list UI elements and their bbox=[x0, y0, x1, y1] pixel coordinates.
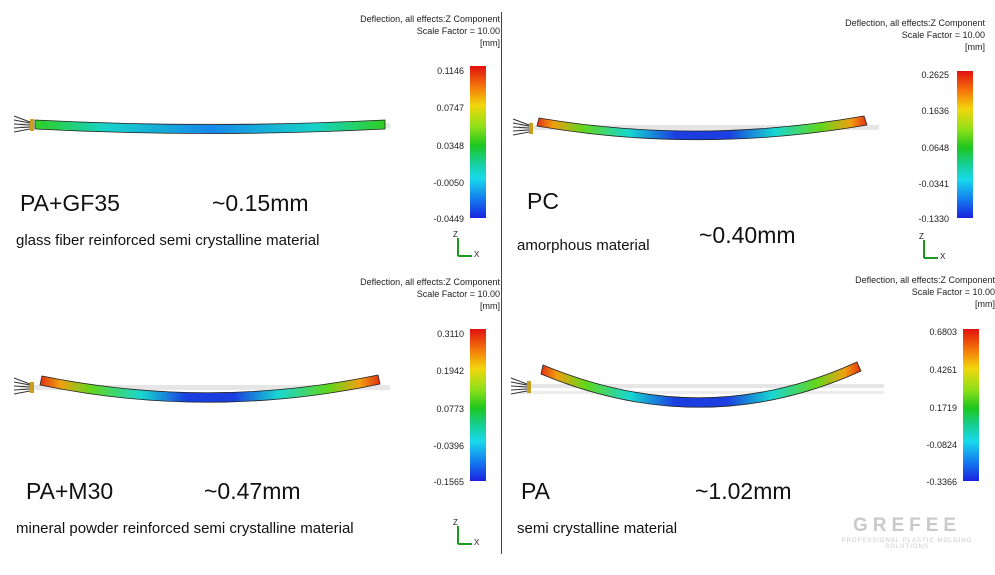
tick-label: 0.2625 bbox=[921, 70, 949, 80]
fixture-icon bbox=[510, 377, 528, 395]
legend-header: Deflection, all effects:Z Component Scal… bbox=[360, 14, 500, 48]
beam-pc bbox=[512, 115, 879, 141]
material-description: amorphous material bbox=[517, 237, 650, 254]
axis-triad-icon: Z X bbox=[919, 232, 946, 261]
tick-label: -0.1565 bbox=[433, 477, 464, 487]
tick-label: -0.1330 bbox=[918, 214, 949, 224]
panel-pa-m30: Deflection, all effects:Z Component Scal… bbox=[0, 270, 500, 557]
tick-label: 0.1146 bbox=[437, 66, 464, 76]
tick-label: -0.3366 bbox=[926, 477, 957, 487]
tick-label: 0.1942 bbox=[436, 366, 464, 376]
material-label: PA+M30 bbox=[26, 478, 114, 504]
tick-label: -0.0824 bbox=[926, 440, 957, 450]
tick-label: -0.0449 bbox=[433, 214, 464, 224]
deflection-value: ~0.15mm bbox=[212, 190, 309, 216]
tick-label: 0.6803 bbox=[929, 327, 957, 337]
tick-label: 0.0747 bbox=[436, 103, 464, 113]
legend-header: Deflection, all effects:Z Component Scal… bbox=[845, 18, 985, 52]
tick-label: 0.1719 bbox=[929, 403, 957, 413]
fixture-icon bbox=[13, 377, 31, 395]
tick-label: -0.0050 bbox=[433, 178, 464, 188]
tick-label: 0.0348 bbox=[436, 141, 464, 151]
deflection-value: ~0.40mm bbox=[699, 222, 796, 248]
material-description: glass fiber reinforced semi crystalline … bbox=[16, 232, 320, 249]
material-label: PA bbox=[521, 478, 550, 504]
beam-pa bbox=[510, 361, 884, 408]
color-scale-bar bbox=[470, 66, 486, 218]
beam-pa-gf35 bbox=[13, 115, 390, 134]
deflection-value: ~0.47mm bbox=[204, 478, 301, 504]
tick-label: 0.0648 bbox=[921, 143, 949, 153]
legend-header: Deflection, all effects:Z Component Scal… bbox=[855, 275, 995, 309]
panel-pa: Deflection, all effects:Z Component Scal… bbox=[499, 270, 995, 557]
tick-label: -0.0396 bbox=[433, 441, 464, 451]
fixture-icon bbox=[512, 118, 530, 136]
tick-label: 0.0773 bbox=[436, 404, 464, 414]
fixture-icon bbox=[13, 115, 31, 133]
material-label: PC bbox=[527, 188, 559, 214]
tick-label: -0.0341 bbox=[918, 179, 949, 189]
material-description: semi crystalline material bbox=[517, 520, 678, 537]
tick-label: 0.3110 bbox=[437, 329, 464, 339]
legend-header: Deflection, all effects:Z Component Scal… bbox=[360, 277, 500, 311]
tick-label: 0.1636 bbox=[921, 106, 949, 116]
axis-triad-icon: Z X bbox=[453, 518, 480, 547]
center-divider bbox=[501, 12, 502, 554]
color-scale-bar bbox=[957, 71, 973, 218]
tick-label: 0.4261 bbox=[929, 365, 957, 375]
material-label: PA+GF35 bbox=[20, 190, 120, 216]
axis-triad-icon: Z X bbox=[453, 230, 480, 259]
color-scale-bar bbox=[963, 329, 979, 481]
color-scale-bar bbox=[470, 329, 486, 481]
deflection-value: ~1.02mm bbox=[695, 478, 792, 504]
grefee-watermark-logo: GREFEE PROFESSIONAL PLASTIC MOLDING SOLU… bbox=[841, 515, 973, 550]
panel-pc: Deflection, all effects:Z Component Scal… bbox=[499, 0, 995, 287]
panel-pa-gf35: Deflection, all effects:Z Component Scal… bbox=[0, 0, 500, 287]
material-description: mineral powder reinforced semi crystalli… bbox=[16, 520, 354, 537]
beam-pa-m30 bbox=[13, 374, 390, 403]
